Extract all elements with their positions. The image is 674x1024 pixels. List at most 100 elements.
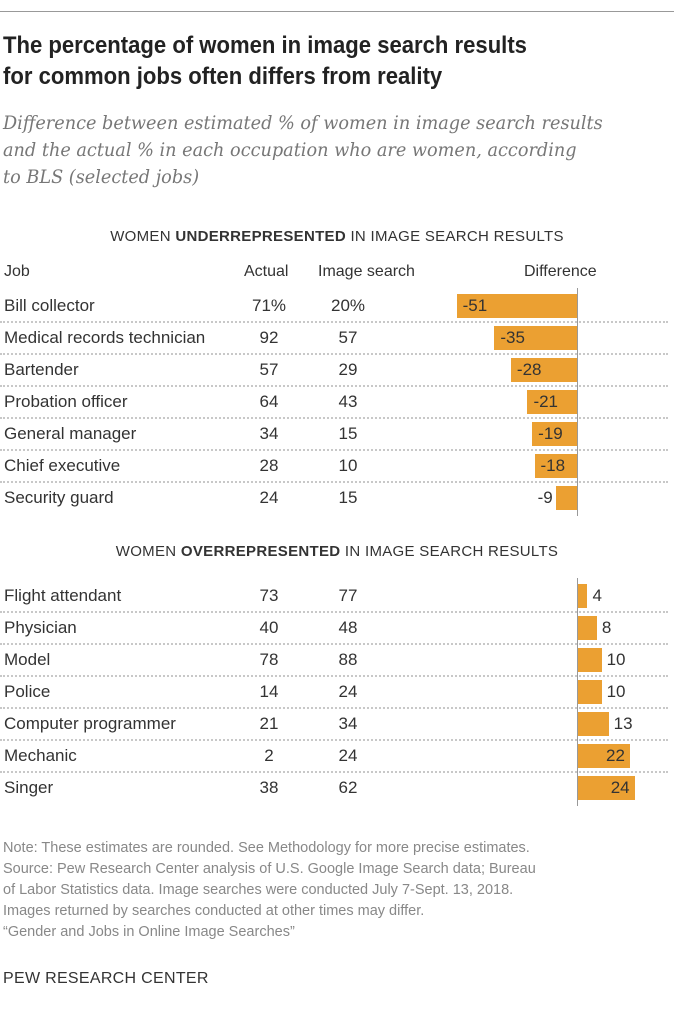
difference-label: -51 [462, 296, 488, 315]
actual-value: 24 [259, 488, 279, 507]
difference-label: -35 [500, 328, 525, 347]
actual-value: 92 [259, 328, 279, 347]
difference-bar [494, 326, 577, 350]
section-header-prefix: WOMEN [110, 228, 176, 245]
difference-label: -21 [533, 392, 559, 411]
image-search-value: 29 [338, 360, 358, 379]
job-label: Model [4, 650, 51, 669]
zero-axis [577, 288, 578, 516]
image-search-value: 57 [338, 328, 358, 347]
source-line: Source: Pew Research Center analysis of … [3, 861, 536, 877]
section-header: WOMEN UNDERREPRESENTED IN IMAGE SEARCH R… [0, 228, 674, 245]
title-line: for common jobs often differs from reali… [3, 63, 443, 90]
difference-label: 24 [610, 778, 630, 797]
difference-bar [534, 454, 577, 478]
note-line: Note: These estimates are rounded. See M… [3, 840, 530, 856]
image-search-value: 48 [338, 618, 358, 637]
actual-value: 57 [259, 360, 279, 379]
source-line: Images returned by searches conducted at… [3, 903, 425, 919]
image-search-value: 88 [338, 650, 358, 669]
subtitle-line: to BLS (selected jobs) [3, 166, 200, 188]
subtitle-line: Difference between estimated % of women … [3, 112, 603, 134]
col-header-difference: Difference [524, 263, 597, 280]
table-row: Model 78 88 10 [0, 644, 674, 677]
table-row: Probation officer 64 43 -21 [0, 386, 674, 419]
row-divider [0, 321, 668, 323]
job-label: Physician [4, 618, 77, 637]
section-header-suffix: IN IMAGE SEARCH RESULTS [346, 228, 564, 245]
table-row: Physician 40 48 8 [0, 612, 674, 645]
difference-label: -28 [516, 360, 542, 379]
table-row: Flight attendant 73 77 4 [0, 580, 674, 613]
job-label: Computer programmer [4, 714, 176, 733]
section-header-prefix: WOMEN [115, 543, 181, 560]
actual-value: 64 [259, 392, 279, 411]
actual-value: 28 [259, 456, 279, 475]
actual-value: 38 [259, 778, 279, 797]
difference-bar [578, 584, 588, 608]
row-divider [0, 385, 668, 387]
image-search-value: 15 [338, 424, 358, 443]
difference-label: 8 [601, 618, 612, 637]
image-search-value: 10 [338, 456, 358, 475]
difference-bar [578, 776, 635, 800]
job-label: Singer [4, 778, 54, 797]
actual-value: 2 [264, 746, 274, 765]
difference-label: -18 [540, 456, 566, 475]
row-divider [0, 707, 668, 709]
row-divider [0, 353, 668, 355]
section-header-emph: OVERREPRESENTED [180, 543, 341, 560]
difference-bar [527, 390, 577, 414]
section-header-suffix: IN IMAGE SEARCH RESULTS [340, 543, 559, 560]
difference-bar [578, 712, 609, 736]
row-divider [0, 611, 668, 613]
actual-value: 71% [251, 296, 287, 315]
col-header-image-search: Image search [318, 263, 415, 280]
actual-value: 34 [259, 424, 279, 443]
image-search-value: 20% [330, 296, 366, 315]
actual-value: 73 [259, 586, 279, 605]
top-rule [0, 11, 674, 12]
difference-bar [578, 616, 597, 640]
job-label: Medical records technician [4, 328, 206, 347]
job-label: Flight attendant [4, 586, 122, 605]
table-row: Bill collector 71% 20% -51 [0, 290, 674, 323]
row-divider [0, 481, 668, 483]
difference-label: 13 [613, 714, 633, 733]
chart-title: The percentage of women in image search … [3, 30, 618, 92]
row-divider [0, 675, 668, 677]
actual-value: 78 [259, 650, 279, 669]
difference-bar [578, 680, 602, 704]
image-search-value: 24 [338, 682, 358, 701]
table-row: Security guard 24 15 -9 [0, 482, 674, 514]
difference-bar [578, 744, 630, 768]
report-title: “Gender and Jobs in Online Image Searche… [3, 924, 295, 940]
job-label: Police [4, 682, 51, 701]
table-row: Singer 38 62 24 [0, 772, 674, 804]
difference-bar [510, 358, 577, 382]
job-label: Bill collector [4, 296, 95, 315]
job-label: Chief executive [4, 456, 121, 475]
col-header-actual: Actual [244, 263, 289, 280]
row-divider [0, 771, 668, 773]
image-search-value: 62 [338, 778, 358, 797]
col-header-job: Job [4, 263, 30, 280]
image-search-value: 43 [338, 392, 358, 411]
image-search-value: 34 [338, 714, 358, 733]
table-row: Bartender 57 29 -28 [0, 354, 674, 387]
row-divider [0, 417, 668, 419]
job-label: Mechanic [4, 746, 77, 765]
actual-value: 21 [259, 714, 279, 733]
image-search-value: 15 [338, 488, 358, 507]
difference-bar [532, 422, 577, 446]
job-label: General manager [4, 424, 137, 443]
table-row: Police 14 24 10 [0, 676, 674, 709]
image-search-value: 77 [338, 586, 358, 605]
title-line: The percentage of women in image search … [3, 32, 527, 59]
job-label: Security guard [4, 488, 114, 507]
difference-label: 10 [606, 650, 626, 669]
source-line: of Labor Statistics data. Image searches… [3, 882, 514, 898]
chart-subtitle: Difference between estimated % of women … [3, 110, 624, 191]
job-label: Bartender [4, 360, 79, 379]
